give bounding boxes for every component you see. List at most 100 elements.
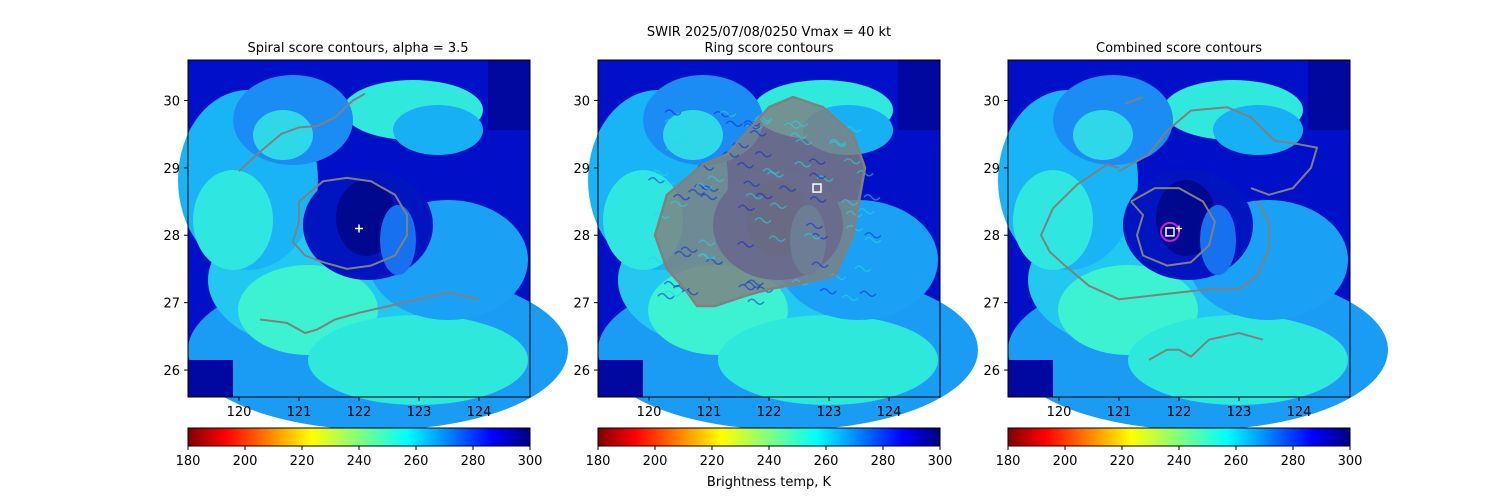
combined-colorbar-tick-label: 300 — [1338, 454, 1363, 469]
ring-contour-squiggle — [829, 273, 847, 281]
combined-plus-marker — [1176, 225, 1182, 232]
combined-y-tick-label: 28 — [983, 229, 1000, 244]
ring-contour-squiggle — [707, 175, 725, 183]
ring-contour-squiggle — [719, 110, 737, 118]
ring-contour-squiggle — [700, 193, 718, 201]
ring-colorbar-tick-label: 180 — [586, 454, 611, 469]
ring-contour-squiggle — [755, 192, 773, 200]
combined-center-square-marker — [1165, 227, 1175, 237]
ring-contour-squiggle — [809, 196, 827, 203]
combined-markers — [1160, 221, 1182, 242]
combined-circle-marker — [1160, 221, 1180, 242]
ring-contour-squiggle — [713, 110, 731, 118]
spiral-colorbar-tick-label: 300 — [518, 454, 543, 469]
ring-contour-squiggle — [805, 222, 823, 230]
ring-contour-region — [647, 95, 882, 308]
ring-contour-squiggle — [794, 161, 812, 168]
ring-y-tick-label: 27 — [573, 297, 590, 312]
ring-center-square-marker — [812, 183, 822, 193]
combined-contour-line — [1124, 96, 1144, 105]
ring-contour-squiggle — [753, 117, 771, 125]
ring-contour-squiggle — [725, 120, 743, 127]
ring-contour-squiggle — [863, 194, 881, 201]
ring-y-tick-label: 29 — [573, 162, 590, 177]
ring-colorbar-tick-label: 260 — [814, 454, 839, 469]
ring-contour-squiggle — [795, 138, 813, 146]
ring-x-tick-label: 124 — [877, 405, 902, 420]
spiral-contours — [238, 92, 480, 334]
ring-contour-squiggle — [663, 290, 682, 297]
ring-colorbar-tick-label: 280 — [871, 454, 896, 469]
spiral-colorbar-tick-label: 200 — [233, 454, 258, 469]
combined-x-tick-label: 124 — [1287, 405, 1312, 420]
ring-contour-squiggle — [819, 287, 837, 295]
ring-contour-squiggle — [746, 279, 764, 286]
combined-contour-line — [1118, 106, 1318, 196]
ring-colorbar-ticks: 180 200 220 240 260 280 300 — [586, 446, 953, 469]
combined-x-tick-label: 121 — [1107, 405, 1132, 420]
combined-colorbar-tick-label: 240 — [1167, 454, 1192, 469]
combined-colorbar-tick-label: 260 — [1224, 454, 1249, 469]
combined-y-tick-label: 29 — [983, 162, 1000, 177]
combined-y-tick-label: 30 — [983, 94, 1000, 109]
combined-x-tick-label: 122 — [1167, 405, 1192, 420]
spiral-colorbar-tick-label: 240 — [347, 454, 372, 469]
ring-colorbar-tick-label: 220 — [700, 454, 725, 469]
ring-contour-squiggle — [857, 207, 875, 215]
ring-contour-squiggle — [779, 185, 797, 192]
ring-contour-squiggle — [762, 168, 780, 175]
combined-heatmap — [998, 60, 1388, 430]
ring-contour-squiggle — [695, 183, 713, 190]
spiral-contour-line — [259, 291, 480, 334]
ring-contour-squiggle — [843, 157, 861, 165]
spiral-panel: Spiral score contours, alpha = 3.5 120 12… — [163, 41, 568, 469]
combined-y-tick-label: 26 — [983, 364, 1000, 379]
ring-contour-squiggle — [844, 125, 862, 133]
ring-contour-squiggle — [665, 147, 683, 154]
figure-suptitle: SWIR 2025/07/08/0250 Vmax = 40 kt — [647, 25, 891, 40]
ring-contour-squiggle — [768, 235, 786, 242]
ring-contour-squiggle — [680, 246, 698, 253]
spiral-colorbar-tick-label: 280 — [461, 454, 486, 469]
ring-contour-squiggle — [722, 151, 740, 158]
ring-contour-squiggle — [738, 283, 756, 291]
ring-x-tick-label: 122 — [757, 405, 782, 420]
ring-contour-squiggle — [688, 188, 706, 196]
spiral-x-tick-label: 121 — [287, 405, 312, 420]
spiral-y-tick-label: 26 — [163, 364, 180, 379]
ring-contour-squiggle — [829, 140, 847, 148]
spiral-heatmap — [178, 60, 568, 430]
ring-contour-squiggle — [864, 232, 882, 239]
ring-contour-squiggle — [736, 161, 754, 169]
ring-contour-squiggle — [808, 158, 826, 165]
spiral-y-tick-label: 30 — [163, 94, 180, 109]
spiral-contour-line — [292, 176, 408, 270]
combined-contours — [1040, 96, 1318, 361]
spiral-x-tick-label: 123 — [407, 405, 432, 420]
ring-contour-squiggle — [674, 250, 692, 258]
ring-contour-squiggle — [808, 172, 827, 180]
combined-panel-title: Combined score contours — [1096, 41, 1262, 56]
ring-x-tick-label: 120 — [637, 405, 662, 420]
ring-contour-squiggle — [647, 176, 666, 184]
combined-x-tick-label: 120 — [1047, 405, 1072, 420]
ring-contour-squiggle — [664, 118, 682, 126]
combined-contour-line — [1040, 163, 1270, 301]
ring-contour-squiggle — [864, 236, 882, 244]
spiral-markers — [355, 224, 363, 233]
spiral-contour-line — [238, 92, 366, 172]
colorbar-label: Brightness temp, K — [707, 475, 832, 490]
spiral-x-tick-label: 120 — [227, 405, 252, 420]
ring-contour-squiggle — [747, 298, 765, 305]
ring-contour-squiggle — [745, 192, 763, 200]
ring-colorbar-tick-label: 300 — [928, 454, 953, 469]
ring-contour-squiggle — [657, 292, 675, 300]
spiral-y-tick-label: 28 — [163, 229, 180, 244]
ring-panel: Ring score contours 120 121 122 123 124 26 27… — [573, 41, 978, 490]
ring-contour-squiggle — [737, 204, 756, 212]
ring-contour-squiggle — [664, 109, 682, 116]
ring-contour-squiggle — [829, 138, 847, 146]
ring-contour-squiggle — [673, 193, 691, 201]
ring-contour-squiggle — [854, 265, 872, 273]
ring-contour-squiggle — [648, 256, 666, 263]
